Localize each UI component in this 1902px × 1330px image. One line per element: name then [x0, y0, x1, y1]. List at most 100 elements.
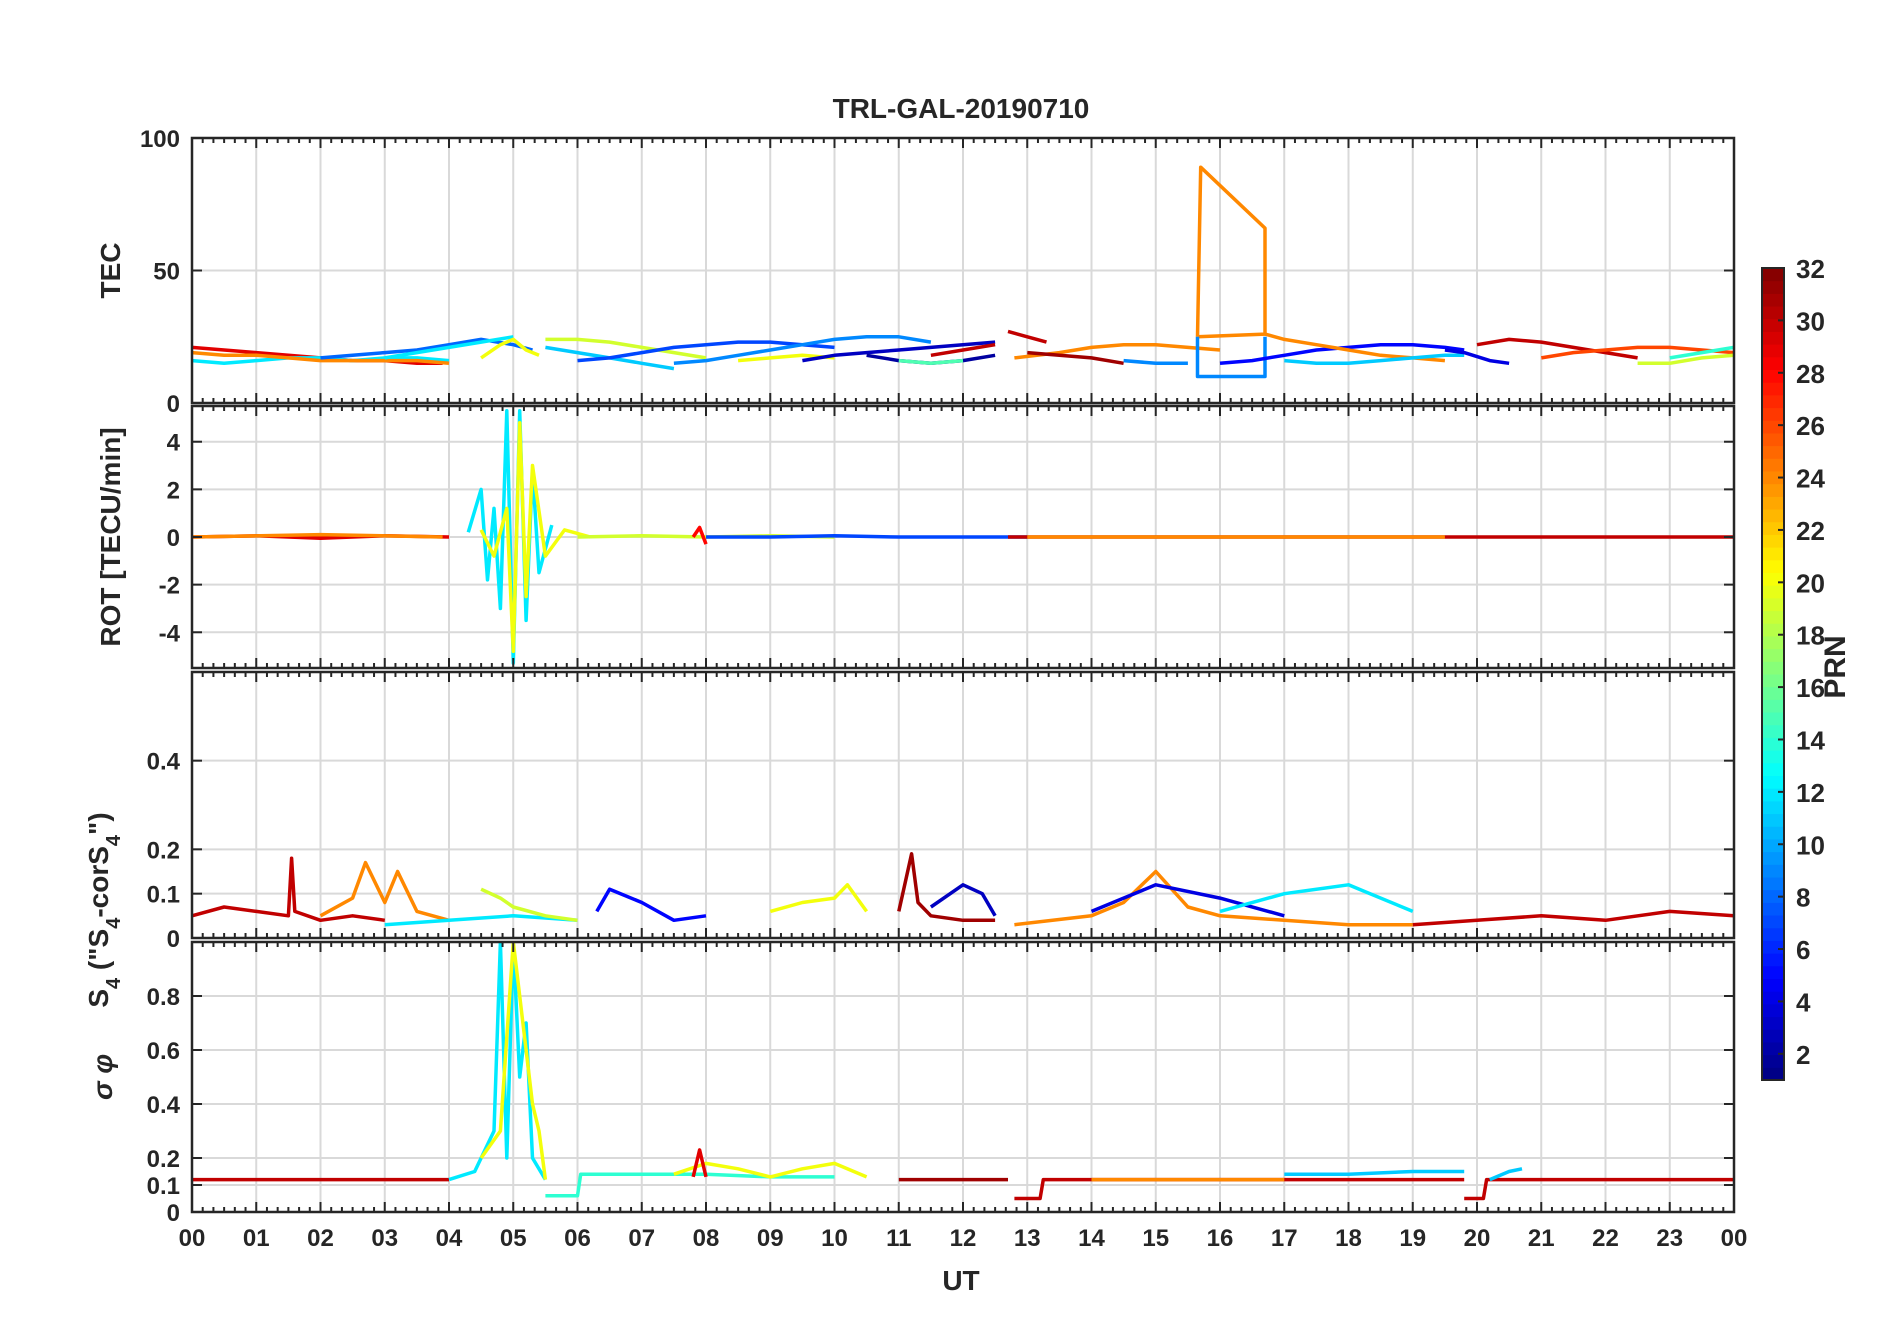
- colorbar-segment: [1762, 534, 1784, 548]
- colorbar-frame: [1761, 267, 1785, 1081]
- series-prn-12: [384, 335, 514, 360]
- series-prn-15: [898, 358, 964, 366]
- series-prn-3: [802, 340, 996, 363]
- colorbar-segment: [1762, 699, 1784, 713]
- series-prn-20: [479, 942, 548, 1180]
- colorbar-tick-label: 18: [1796, 621, 1825, 651]
- colorbar-segment: [1762, 496, 1784, 510]
- series-prn-31: [897, 852, 996, 923]
- series-prn-9: [673, 335, 932, 366]
- colorbar-tick-label: 16: [1796, 673, 1825, 703]
- y-tick-label: 0.1: [147, 1173, 180, 1200]
- colorbar-segment: [1762, 331, 1784, 345]
- y-tick-label: 0: [167, 1200, 180, 1227]
- colorbar-segment: [1762, 344, 1784, 358]
- axes-box: [190, 136, 1736, 405]
- colorbar-segment: [1762, 775, 1784, 789]
- series-prn-20: [769, 883, 869, 914]
- axes-box: [190, 670, 1736, 940]
- colorbar-segment: [1762, 471, 1784, 485]
- series-prn-4: [1444, 348, 1510, 366]
- colorbar-segment: [1762, 648, 1784, 662]
- colorbar-segment: [1762, 458, 1784, 472]
- series-prn-14: [545, 1172, 835, 1198]
- colorbar-segment: [1762, 826, 1784, 840]
- series-prn-24: [1014, 869, 1413, 927]
- x-axis-label: UT: [942, 1265, 979, 1296]
- series-prn-7: [706, 534, 1028, 539]
- colorbar-segment: [1762, 864, 1784, 878]
- x-tick-label: 03: [371, 1225, 398, 1252]
- colorbar-segment: [1762, 293, 1784, 307]
- panel-sigma_phi: 00.10.2 0.4 0.6 0.8 σ φ 00 01 02 03 04 05 06 07 08 09 1…: [87, 940, 1748, 1252]
- series-prn-3: [929, 883, 997, 917]
- y-tick-label: 0.8: [147, 984, 180, 1011]
- series-prn-8: [320, 337, 533, 360]
- x-tick-label: 22: [1592, 1225, 1619, 1252]
- colorbar-segment: [1762, 661, 1784, 675]
- y-tick-label: 0: [167, 525, 180, 552]
- colorbar-tick-label: 32: [1796, 254, 1825, 284]
- colorbar-segment: [1762, 788, 1784, 802]
- x-tick-label: 00: [179, 1225, 206, 1252]
- x-tick-label: 18: [1335, 1225, 1362, 1252]
- y-axis-label-sigma-phi: σ φ: [87, 1054, 118, 1100]
- colorbar-segment: [1762, 915, 1784, 929]
- colorbar-segment: [1762, 483, 1784, 497]
- colorbar-segment: [1762, 318, 1784, 332]
- colorbar-segment: [1762, 1054, 1784, 1068]
- y-tick-label: 0.2: [147, 837, 180, 864]
- x-tick-label: 20: [1464, 1225, 1491, 1252]
- colorbar-segment: [1762, 940, 1784, 954]
- colorbar-tick-label: 12: [1796, 778, 1825, 808]
- colorbar-tick-label: 6: [1796, 935, 1810, 965]
- series-prn-9: [1195, 336, 1267, 379]
- colorbar-segment: [1762, 674, 1784, 688]
- y-tick-label: 4: [167, 430, 181, 457]
- y-tick-label: 0.6: [147, 1038, 180, 1065]
- colorbar-segment: [1762, 268, 1784, 282]
- colorbar-segment: [1762, 724, 1784, 738]
- series-prn-28: [691, 525, 708, 545]
- y-tick-label: 0.4: [147, 749, 181, 776]
- x-tick-label: 00: [1721, 1225, 1748, 1252]
- x-tick-label: 14: [1078, 1225, 1105, 1252]
- x-tick-label: 07: [628, 1225, 655, 1252]
- colorbar-tick-label: 8: [1796, 883, 1810, 913]
- colorbar-segment: [1762, 521, 1784, 535]
- series-prn-29: [691, 1148, 708, 1178]
- y-tick-label: -2: [159, 573, 180, 600]
- colorbar-segment: [1762, 737, 1784, 751]
- colorbar-segment: [1762, 978, 1784, 992]
- colorbar-segment: [1762, 762, 1784, 776]
- series-prn-19: [1637, 353, 1734, 366]
- y-tick-label: 0.4: [147, 1092, 181, 1119]
- colorbar-segment: [1762, 369, 1784, 383]
- series-group-s4: [192, 852, 1734, 927]
- x-tick-label: 21: [1528, 1225, 1555, 1252]
- axes-box: [190, 404, 1736, 670]
- x-tick-label: 06: [564, 1225, 591, 1252]
- colorbar-segment: [1762, 813, 1784, 827]
- colorbar-segment: [1762, 927, 1784, 941]
- colorbar-tick-label: 20: [1796, 568, 1825, 598]
- colorbar-tick-label: 22: [1796, 516, 1825, 546]
- colorbar-segment: [1762, 547, 1784, 561]
- x-tick-label: 01: [243, 1225, 270, 1252]
- series-prn-30: [1476, 337, 1638, 360]
- series-prn-24: [319, 860, 450, 922]
- colorbar-segment: [1762, 838, 1784, 853]
- colorbar-segment: [1762, 965, 1784, 979]
- colorbar-tick-label: 10: [1796, 830, 1825, 860]
- figure-title: TRL-GAL-20190710: [833, 93, 1090, 124]
- series-prn-20: [479, 420, 591, 654]
- x-tick-label: 09: [757, 1225, 784, 1252]
- x-tick-label: 08: [693, 1225, 720, 1252]
- x-tick-label: 12: [950, 1225, 977, 1252]
- series-prn-19: [480, 887, 578, 923]
- colorbar-segment: [1762, 610, 1784, 624]
- series-group-rot: [192, 409, 1734, 665]
- colorbar-segment: [1762, 1016, 1784, 1030]
- x-tick-label: 04: [436, 1225, 463, 1252]
